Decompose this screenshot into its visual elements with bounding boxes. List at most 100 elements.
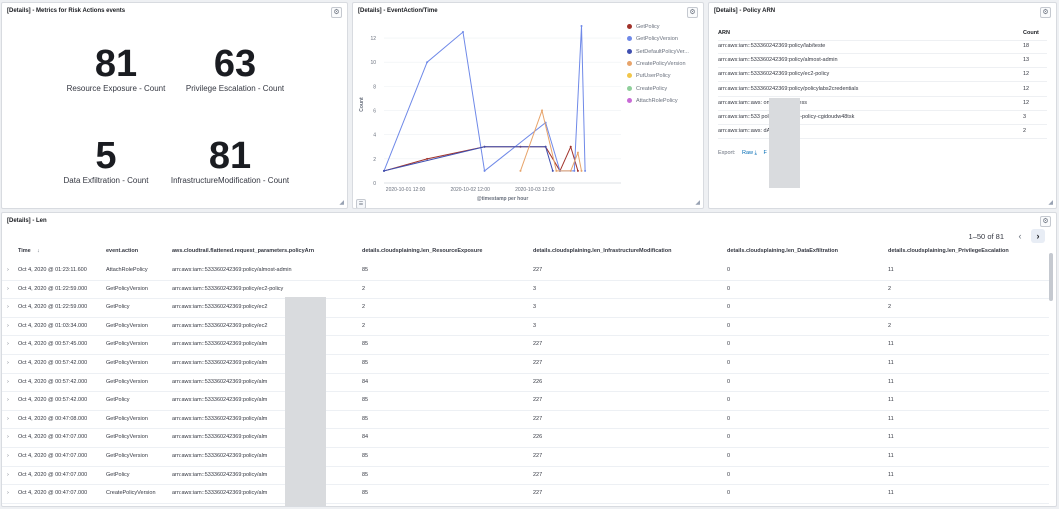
table-row[interactable]: › Oct 4, 2020 @ 00:47:07.000 GetPolicy arn:… bbox=[2, 466, 1049, 486]
arn-value[interactable]: arn:aws:iam::533360242369:policy/ec2-pol… bbox=[718, 71, 830, 78]
cell-im: 227 bbox=[533, 453, 543, 459]
cell-de: 0 bbox=[727, 490, 731, 497]
table-row[interactable]: › Oct 4, 2020 @ 00:57:42.000 GetPolicy arn:… bbox=[2, 391, 1049, 411]
table-row[interactable]: › Oct 4, 2020 @ 00:47:07.000 CreatePolicyV… bbox=[2, 484, 1049, 504]
column-header-arn[interactable]: aws.cloudtrail.flattened.request_paramet… bbox=[172, 248, 315, 254]
export-formatted-link[interactable]: F bbox=[763, 150, 767, 156]
column-header-pe[interactable]: details.cloudsplaining.len_PrivilegeEsca… bbox=[888, 248, 1009, 254]
legend-item[interactable]: CreatePolicyVersion bbox=[627, 60, 686, 67]
expand-row-chevron-icon[interactable]: › bbox=[7, 267, 9, 273]
y-tick-label: 0 bbox=[373, 181, 376, 187]
cell-arn: arn:aws:iam::533360242369:policy/almost-… bbox=[172, 267, 292, 273]
cell-time: Oct 4, 2020 @ 00:47:08.000 bbox=[18, 415, 88, 422]
legend-item[interactable]: CreatePolicy bbox=[627, 85, 667, 92]
cell-im: 227 bbox=[533, 341, 543, 348]
x-tick-label: 2020-10-01 12:00 bbox=[386, 187, 426, 193]
panel-options-gear-icon[interactable]: ⚙ bbox=[331, 7, 342, 18]
cell-pe: 11 bbox=[888, 378, 894, 385]
legend-swatch bbox=[627, 24, 632, 29]
cell-re: 84 bbox=[362, 434, 369, 441]
expand-row-chevron-icon[interactable]: › bbox=[7, 322, 9, 329]
data-point bbox=[541, 109, 543, 112]
cell-pe: 11 bbox=[888, 471, 894, 478]
sort-arrow-icon[interactable]: ↓ bbox=[37, 248, 40, 254]
series-line-setdefaultpolicyver- bbox=[383, 146, 554, 172]
cell-re: 85 bbox=[362, 360, 369, 366]
cell-time: Oct 4, 2020 @ 00:57:42.000 bbox=[18, 360, 88, 366]
expand-row-chevron-icon[interactable]: › bbox=[7, 471, 9, 478]
legend-item[interactable]: GetPolicyVersion bbox=[627, 36, 678, 42]
arn-value[interactable]: arn:aws:iam::aws: dAccess bbox=[718, 128, 785, 135]
legend-label: SetDefaultPolicyVer... bbox=[636, 48, 689, 55]
metric-resource-exposure: 81 Resource Exposure - Count bbox=[52, 45, 180, 93]
prev-page-button[interactable]: ‹ bbox=[1018, 231, 1022, 241]
export-raw-link[interactable]: Raw ⤓ bbox=[741, 150, 757, 156]
data-point bbox=[426, 157, 429, 160]
table-row[interactable]: › Oct 4, 2020 @ 01:22:59.000 GetPolicy arn:… bbox=[2, 298, 1049, 318]
pagination-text: 1–50 of 81 bbox=[968, 232, 1004, 241]
table-row[interactable]: › Oct 4, 2020 @ 00:57:45.000 GetPolicyVers… bbox=[2, 335, 1049, 355]
x-tick-label: 2020-10-03 12:00 bbox=[515, 187, 555, 193]
expand-row-chevron-icon[interactable]: › bbox=[7, 415, 9, 422]
table-row[interactable]: › Oct 4, 2020 @ 00:47:08.000 GetPolicyVers… bbox=[2, 410, 1049, 430]
expand-row-chevron-icon[interactable]: › bbox=[7, 341, 9, 348]
cell-de: 0 bbox=[727, 397, 731, 404]
legend-item[interactable]: GetPolicy bbox=[627, 24, 660, 30]
column-header-action[interactable]: event.action bbox=[106, 248, 139, 254]
table-scrollbar[interactable] bbox=[1049, 253, 1053, 301]
expand-row-chevron-icon[interactable]: › bbox=[7, 490, 9, 497]
legend-item[interactable]: PutUserPolicy bbox=[627, 73, 671, 79]
cell-de: 0 bbox=[727, 304, 731, 311]
next-page-button[interactable]: › bbox=[1031, 229, 1045, 243]
legend-toggle-icon[interactable]: ☰ bbox=[356, 199, 366, 208]
panel-options-gear-icon[interactable]: ⚙ bbox=[687, 7, 698, 18]
table-row[interactable]: › Oct 4, 2020 @ 01:22:59.000 GetPolicyVers… bbox=[2, 280, 1049, 300]
arn-value[interactable]: arn:aws:iam::533360242369:policy/lab/tes… bbox=[718, 43, 826, 49]
table-row[interactable]: › Oct 4, 2020 @ 01:03:34.000 GetPolicyVers… bbox=[2, 317, 1049, 337]
cell-time: Oct 4, 2020 @ 00:47:07.000 bbox=[18, 471, 88, 478]
legend-item[interactable]: AttachRolePolicy bbox=[627, 97, 678, 104]
count-column-header[interactable]: Count bbox=[1023, 30, 1039, 36]
cell-de: 0 bbox=[727, 453, 731, 459]
table-row[interactable]: › Oct 4, 2020 @ 00:57:42.000 GetPolicyVers… bbox=[2, 373, 1049, 393]
arn-value[interactable]: arn:aws:iam::aws: onEC2FullAccess bbox=[718, 99, 807, 106]
cell-action: GetPolicyVersion bbox=[106, 378, 148, 385]
expand-row-chevron-icon[interactable]: › bbox=[7, 378, 9, 385]
expand-row-chevron-icon[interactable]: › bbox=[7, 304, 9, 311]
cell-pe: 2 bbox=[888, 285, 892, 292]
cell-action: GetPolicyVersion bbox=[106, 415, 148, 422]
column-header-time[interactable]: Time bbox=[18, 248, 31, 254]
table-row[interactable]: › Oct 4, 2020 @ 00:47:07.000 GetPolicyVers… bbox=[2, 428, 1049, 448]
expand-row-chevron-icon[interactable]: › bbox=[7, 397, 9, 404]
arn-value[interactable]: arn:aws:iam::533360242369:policy/policyl… bbox=[718, 85, 859, 92]
panel-options-gear-icon[interactable]: ⚙ bbox=[1040, 216, 1051, 227]
cell-re: 2 bbox=[362, 322, 366, 329]
arn-table-row: arn:aws:iam::533360242369:policy/lab/tes… bbox=[718, 40, 1047, 54]
table-row[interactable]: › Oct 4, 2020 @ 01:23:11.600 AttachRolePol… bbox=[2, 261, 1049, 281]
count-value: 12 bbox=[1023, 71, 1030, 78]
expand-row-chevron-icon[interactable]: › bbox=[7, 453, 9, 459]
cell-arn: arn:aws:iam::533360242369:policy/alm bbox=[172, 453, 268, 459]
expand-row-chevron-icon[interactable]: › bbox=[7, 360, 9, 366]
download-icon: ⤓ bbox=[754, 150, 757, 156]
panel-options-gear-icon[interactable]: ⚙ bbox=[1040, 7, 1051, 18]
column-header-re[interactable]: details.cloudsplaining.len_ResourceExpos… bbox=[362, 248, 483, 254]
column-header-de[interactable]: details.cloudsplaining.len_DataExfiltrat… bbox=[727, 248, 838, 254]
cell-pe: 11 bbox=[888, 267, 894, 273]
resize-handle-icon[interactable]: ◢ bbox=[1048, 200, 1053, 206]
table-row[interactable]: › Oct 4, 2020 @ 00:47:07.000 GetPolicyVers… bbox=[2, 447, 1049, 467]
column-header-im[interactable]: details.cloudsplaining.len_Infrastructur… bbox=[533, 248, 672, 254]
cell-im: 3 bbox=[533, 322, 537, 329]
arn-column-header[interactable]: ARN bbox=[718, 30, 730, 36]
data-point bbox=[555, 169, 558, 172]
cell-im: 227 bbox=[533, 267, 543, 273]
table-row[interactable]: › Oct 4, 2020 @ 00:57:42.000 GetPolicyVers… bbox=[2, 354, 1049, 374]
expand-row-chevron-icon[interactable]: › bbox=[7, 434, 9, 441]
resize-handle-icon[interactable]: ◢ bbox=[695, 200, 700, 206]
data-point bbox=[584, 169, 587, 172]
expand-row-chevron-icon[interactable]: › bbox=[7, 285, 9, 292]
legend-item[interactable]: SetDefaultPolicyVer... bbox=[627, 48, 689, 55]
len-table-panel: [Details] - Len ⚙ 1–50 of 81 ‹ › Time eve… bbox=[1, 212, 1057, 507]
resize-handle-icon[interactable]: ◢ bbox=[339, 200, 344, 206]
arn-value[interactable]: arn:aws:iam::533360242369:policy/almost-… bbox=[718, 57, 838, 64]
